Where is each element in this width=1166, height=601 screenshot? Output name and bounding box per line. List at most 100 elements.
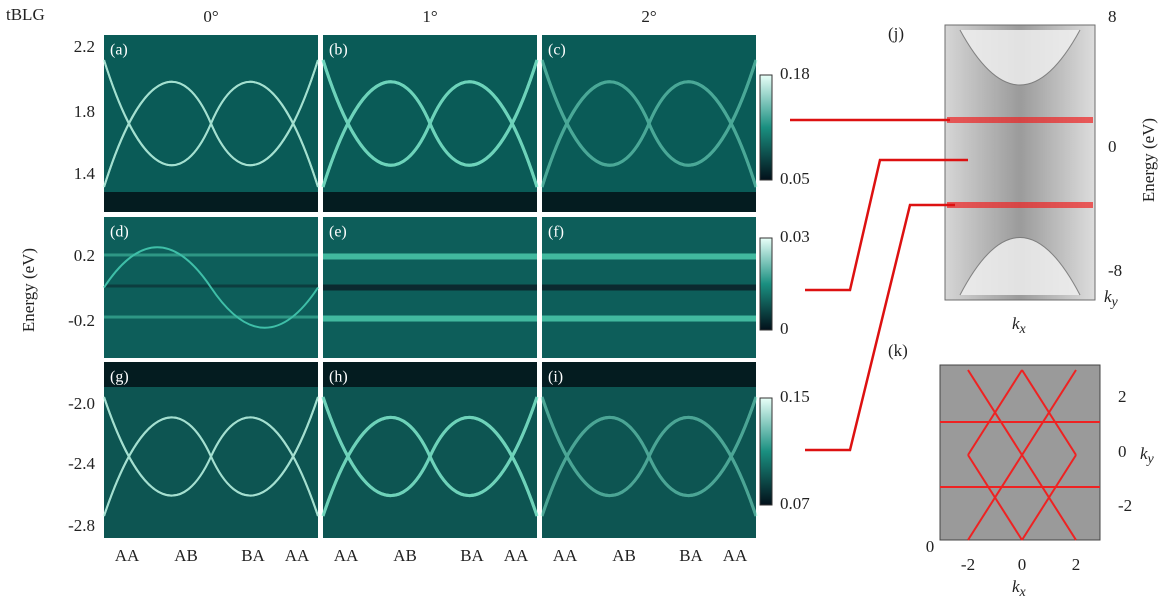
x-tick-label: AA xyxy=(504,546,529,565)
band-curves xyxy=(540,59,758,188)
panel-label: (d) xyxy=(110,224,129,241)
energy-tick-label: 0 xyxy=(1108,137,1117,156)
dark-edge xyxy=(323,362,537,387)
energy-tick-label: -8 xyxy=(1108,261,1122,280)
band-curves xyxy=(103,396,319,517)
panel-label: (b) xyxy=(329,42,348,59)
colorbar-tick-label: 0.05 xyxy=(780,169,810,188)
subscript: x xyxy=(1019,322,1027,337)
panel-label: (a) xyxy=(110,42,128,59)
colorbar-tick-label: 0.15 xyxy=(780,387,810,406)
connector-lines xyxy=(790,118,968,452)
colorbar xyxy=(759,397,773,506)
ky-tick-label: 0 xyxy=(1118,442,1127,461)
band-curves xyxy=(321,59,539,188)
band xyxy=(542,253,756,260)
panel-label: (f) xyxy=(548,224,564,241)
x-tick-label: BA xyxy=(241,546,265,565)
band-curve xyxy=(321,59,539,188)
band xyxy=(323,284,537,291)
dark-edge xyxy=(104,192,318,212)
red-line xyxy=(967,454,1023,541)
y-tick-label: 1.8 xyxy=(74,102,95,121)
dark-edge xyxy=(104,362,318,387)
kx-label: kx xyxy=(1012,314,1027,337)
y-tick-label: 2.2 xyxy=(74,37,95,56)
band-surface xyxy=(959,29,1081,86)
x-tick-label: AB xyxy=(612,546,636,565)
symbol: k xyxy=(1140,444,1148,463)
dark-edge xyxy=(542,192,756,212)
band-curve xyxy=(103,59,319,188)
colorbar-tick-label: 0 xyxy=(780,319,789,338)
symbol: k xyxy=(1012,314,1020,333)
connector xyxy=(805,203,955,452)
band xyxy=(104,253,318,257)
kx-label: kx xyxy=(1012,577,1027,600)
band-curves xyxy=(321,396,539,517)
red-line xyxy=(1021,454,1077,541)
y-tick-label: -2.4 xyxy=(68,454,95,473)
red-band xyxy=(947,202,1093,208)
subscript: x xyxy=(1019,585,1027,600)
y-tick-label: 1.4 xyxy=(74,164,96,183)
kx-tick-label: 2 xyxy=(1072,555,1081,574)
band-curve xyxy=(103,396,319,517)
colorbar-tick-label: 0.07 xyxy=(780,494,810,513)
band xyxy=(542,284,756,291)
band xyxy=(323,253,537,260)
band xyxy=(323,315,537,322)
energy-tick-label: 8 xyxy=(1108,7,1117,26)
kx-tick-label: -2 xyxy=(961,555,975,574)
band-curves xyxy=(103,59,319,188)
column-header: 0° xyxy=(203,7,218,26)
band-surface xyxy=(959,237,1081,296)
y-tick-label: 0.2 xyxy=(74,246,95,265)
y-axis-label: Energy (eV) xyxy=(19,248,38,332)
red-line xyxy=(967,369,1023,456)
x-tick-label: BA xyxy=(460,546,484,565)
corner-tick-label: 0 xyxy=(926,537,935,556)
heatmap xyxy=(104,362,318,538)
kx-tick-label: 0 xyxy=(1018,555,1027,574)
subscript: y xyxy=(1146,452,1155,467)
ky-tick-label: 2 xyxy=(1118,387,1127,406)
colorbar-tick-label: 0.18 xyxy=(780,64,810,83)
symbol: k xyxy=(1104,287,1112,306)
panel-label: (i) xyxy=(548,369,563,386)
ky-label: ky xyxy=(1104,287,1119,310)
red-lattice xyxy=(940,369,1100,541)
x-tick-label: AA xyxy=(723,546,748,565)
heatmap xyxy=(542,362,756,538)
colorbar xyxy=(759,74,773,181)
subscript: y xyxy=(1110,295,1119,310)
panel-label: (k) xyxy=(888,341,908,360)
panel-label: (c) xyxy=(548,42,566,59)
red-band xyxy=(947,117,1093,123)
band xyxy=(542,315,756,322)
y-tick-label: -0.2 xyxy=(68,311,95,330)
band-curves xyxy=(540,396,758,517)
band-curve xyxy=(540,59,758,188)
panel-label: (g) xyxy=(110,369,129,386)
ky-label: ky xyxy=(1140,444,1155,467)
band-curve xyxy=(103,246,319,329)
x-tick-label: AA xyxy=(334,546,359,565)
energy-axis-label: Energy (eV) xyxy=(1139,118,1158,202)
x-tick-label: AB xyxy=(393,546,417,565)
figure-label: tBLG xyxy=(6,5,45,24)
y-tick-label: -2.8 xyxy=(68,516,95,535)
panel-label: (j) xyxy=(888,24,904,43)
dark-edge xyxy=(323,192,537,212)
colorbar-tick-label: 0.03 xyxy=(780,227,810,246)
x-tick-label: AA xyxy=(553,546,578,565)
connector xyxy=(805,158,968,292)
band-curve xyxy=(540,396,758,517)
band xyxy=(104,315,318,319)
column-header: 1° xyxy=(422,7,437,26)
x-tick-label: AA xyxy=(285,546,310,565)
symbol: k xyxy=(1012,577,1020,596)
red-line xyxy=(1021,369,1077,456)
y-tick-label: -2.0 xyxy=(68,394,95,413)
